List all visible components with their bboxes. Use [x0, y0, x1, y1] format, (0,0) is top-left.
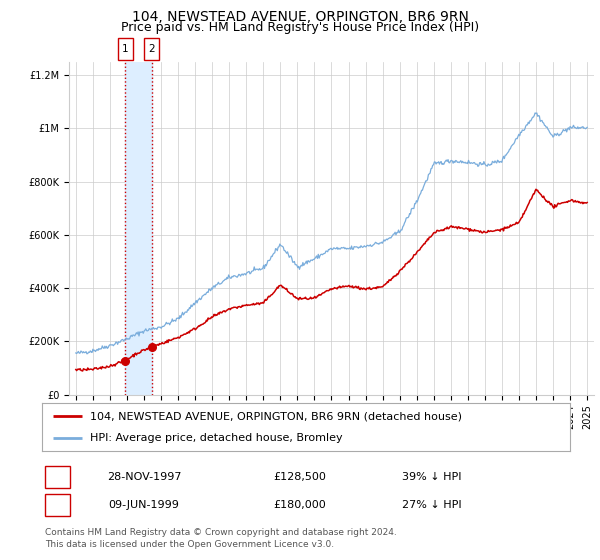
- Text: Price paid vs. HM Land Registry's House Price Index (HPI): Price paid vs. HM Land Registry's House …: [121, 21, 479, 34]
- Text: £128,500: £128,500: [274, 472, 326, 482]
- Text: Contains HM Land Registry data © Crown copyright and database right 2024.: Contains HM Land Registry data © Crown c…: [45, 528, 397, 537]
- Text: 1: 1: [122, 44, 129, 54]
- Bar: [125, 62, 152, 395]
- Text: 2: 2: [54, 498, 61, 512]
- Text: 27% ↓ HPI: 27% ↓ HPI: [402, 500, 462, 510]
- Text: 2: 2: [148, 44, 155, 54]
- Text: 28-NOV-1997: 28-NOV-1997: [107, 472, 181, 482]
- Text: 09-JUN-1999: 09-JUN-1999: [109, 500, 179, 510]
- Text: 1: 1: [54, 470, 61, 484]
- FancyBboxPatch shape: [144, 38, 159, 60]
- Text: 39% ↓ HPI: 39% ↓ HPI: [402, 472, 462, 482]
- Text: 104, NEWSTEAD AVENUE, ORPINGTON, BR6 9RN (detached house): 104, NEWSTEAD AVENUE, ORPINGTON, BR6 9RN…: [89, 411, 461, 421]
- Text: HPI: Average price, detached house, Bromley: HPI: Average price, detached house, Brom…: [89, 433, 342, 443]
- Text: £180,000: £180,000: [274, 500, 326, 510]
- Text: This data is licensed under the Open Government Licence v3.0.: This data is licensed under the Open Gov…: [45, 540, 334, 549]
- FancyBboxPatch shape: [118, 38, 133, 60]
- Text: 104, NEWSTEAD AVENUE, ORPINGTON, BR6 9RN: 104, NEWSTEAD AVENUE, ORPINGTON, BR6 9RN: [131, 10, 469, 24]
